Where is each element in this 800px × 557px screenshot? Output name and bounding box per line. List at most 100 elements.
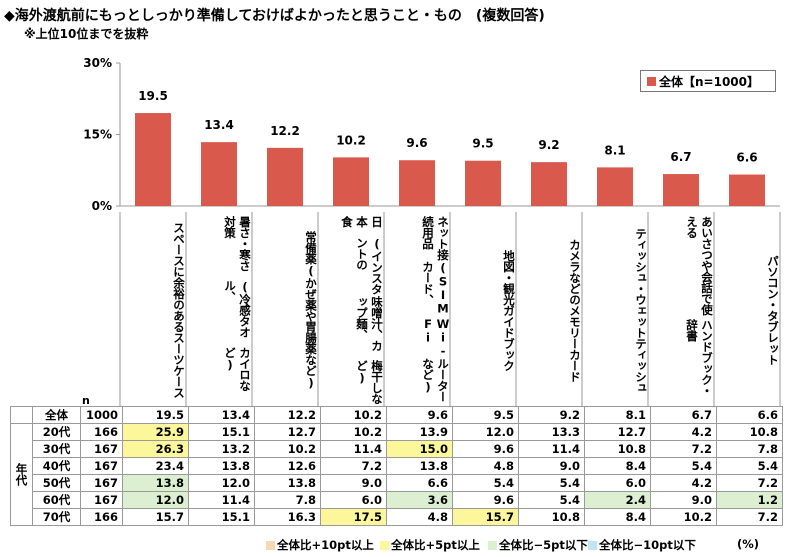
n-header: n [82, 394, 90, 407]
category-label: 常備薬 (かぜ薬や 胃腸薬など) [252, 214, 318, 404]
table-cell: 7.8 [716, 440, 783, 458]
chart-title: ◆海外渡航前にもっとしっかり準備しておけばよかったと思うこと・もの (複数回答) [4, 8, 545, 24]
category-label-line: 地図・観光ガイドブック [502, 249, 516, 371]
unit-label: (%) [737, 537, 760, 551]
row-n: 167 [80, 491, 123, 509]
category-label: 地図・観光ガイドブック [450, 214, 516, 404]
category-label-line: スペースに余裕のある [172, 222, 186, 332]
category-label-line: ウェットティッシュ [634, 293, 648, 393]
category-label-line: ティッシュ・ [634, 227, 648, 294]
footer-legend-swatch [266, 540, 275, 550]
category-label-line: (かぜ薬や [304, 263, 318, 322]
category-label: パソコン・タブレット [714, 214, 780, 404]
table-cell: 13.4 [188, 406, 255, 424]
row-n: 1000 [80, 406, 123, 424]
category-label-line: 味噌汁、カップ麺、 [355, 295, 384, 351]
table-cell: 15.0 [386, 440, 453, 458]
table-cell: 17.5 [320, 508, 387, 526]
footer-legend-swatch [588, 540, 597, 550]
row-label: 30代 [32, 440, 81, 458]
category-label-line: メモリーカード [568, 304, 582, 382]
category-label-line: (冷感タオル、 [223, 280, 252, 338]
table-cell: 11.4 [320, 440, 387, 458]
bar-value-label: 6.6 [736, 151, 757, 165]
table-cell: 12.2 [254, 406, 321, 424]
table-cell: 8.1 [584, 406, 651, 424]
table-cell: 9.6 [386, 406, 453, 424]
category-label: カメラなどの メモリーカード [516, 214, 582, 404]
table-cell: 10.2 [254, 440, 321, 458]
table-cell: 8.4 [584, 457, 651, 475]
bar-value-label: 10.2 [336, 133, 366, 147]
category-label: あいさつや会話で使える ハンドブック・辞書 [648, 214, 714, 404]
row-n: 166 [80, 508, 123, 526]
table-cell: 5.4 [452, 474, 519, 492]
table-cell: 7.2 [716, 474, 783, 492]
table-cell: 11.4 [518, 440, 585, 458]
table-cell: 13.9 [386, 423, 453, 441]
footer-legend-label: 全体比−5pt以下 [499, 538, 588, 552]
table-cell: 19.5 [122, 406, 189, 424]
table-cell: 7.2 [716, 508, 783, 526]
footer-legend-swatch [380, 540, 389, 550]
table-cell: 6.0 [584, 474, 651, 492]
category-label-line: ハンドブック・辞書 [685, 319, 714, 397]
bar [333, 157, 369, 206]
table-row: 40代 167 23.4 13.8 12.6 7.2 13.8 4.8 9.0 8.4 5.4 5.4 [11, 457, 783, 475]
table-cell: 15.7 [452, 508, 519, 526]
category-label: ティッシュ・ ウェットティッシュ [582, 214, 648, 404]
table-cell: 5.4 [518, 491, 585, 509]
row-n: 167 [80, 474, 123, 492]
table-cell: 4.2 [650, 423, 717, 441]
footer-legend-item: 全体比−10pt以下 [588, 537, 696, 553]
category-label-line: (SIMカード、 [421, 260, 450, 315]
y-tick-label: 0% [92, 199, 112, 213]
footer-legend-label: 全体比+5pt以上 [391, 538, 480, 552]
table-cell: 15.7 [122, 508, 189, 526]
table-cell: 13.2 [188, 440, 255, 458]
table-cell: 8.4 [584, 508, 651, 526]
table-cell: 12.0 [122, 491, 189, 509]
footer-legend-item: 全体比+5pt以上 [380, 537, 480, 553]
footer-legend-item: 全体比−5pt以下 [488, 537, 588, 553]
table-cell: 6.7 [650, 406, 717, 424]
row-label: 全体 [32, 406, 81, 424]
table-cell: 7.8 [254, 491, 321, 509]
table-cell: 5.4 [518, 474, 585, 492]
footer-legend-label: 全体比+10pt以上 [277, 538, 374, 552]
table-cell: 10.2 [320, 423, 387, 441]
legend-swatch [647, 76, 656, 86]
table-cell: 6.6 [716, 406, 783, 424]
category-label-line: Wi-Fi [421, 317, 450, 358]
table-row: 70代 166 15.7 15.1 16.3 17.5 4.8 15.7 10.8 8.4 10.2… [11, 508, 783, 526]
chart-subtitle: ※上位10位までを抜粋 [24, 27, 149, 41]
table-corner [10, 406, 33, 424]
chart-legend: 全体【n=1000】 [640, 70, 776, 92]
bar [597, 167, 633, 206]
category-label-line: (インスタントの [355, 237, 384, 295]
category-label: スペースに余裕のある スーツケース [120, 214, 186, 404]
table-cell: 11.4 [188, 491, 255, 509]
row-label: 60代 [32, 491, 81, 509]
table-cell: 5.4 [650, 457, 717, 475]
y-tick-label: 30% [83, 56, 112, 70]
bar-value-label: 8.1 [604, 143, 625, 157]
table-cell: 25.9 [122, 423, 189, 441]
bar [267, 147, 303, 206]
category-label: ネット接続用品 (SIMカード、 Wi-Fi ルーターなど) [384, 214, 450, 404]
data-table: 全体 1000 19.5 13.4 12.2 10.2 9.6 9.5 9.2 8.1 6.7 6.6… [10, 406, 783, 526]
table-cell: 10.8 [584, 440, 651, 458]
table-cell: 26.3 [122, 440, 189, 458]
table-cell: 9.0 [650, 491, 717, 509]
table-cell: 9.5 [452, 406, 519, 424]
bar-value-label: 6.7 [670, 150, 691, 164]
table-cell: 9.2 [518, 406, 585, 424]
table-cell: 1.2 [716, 491, 783, 509]
table-cell: 9.6 [452, 491, 519, 509]
bar-value-label: 9.6 [406, 136, 427, 150]
table-cell: 9.0 [518, 457, 585, 475]
footer-legend-label: 全体比−10pt以下 [599, 538, 696, 552]
table-cell: 12.7 [254, 423, 321, 441]
table-row: 30代 167 26.3 13.2 10.2 11.4 15.0 9.6 11.4 10.8 7.2… [11, 440, 783, 458]
